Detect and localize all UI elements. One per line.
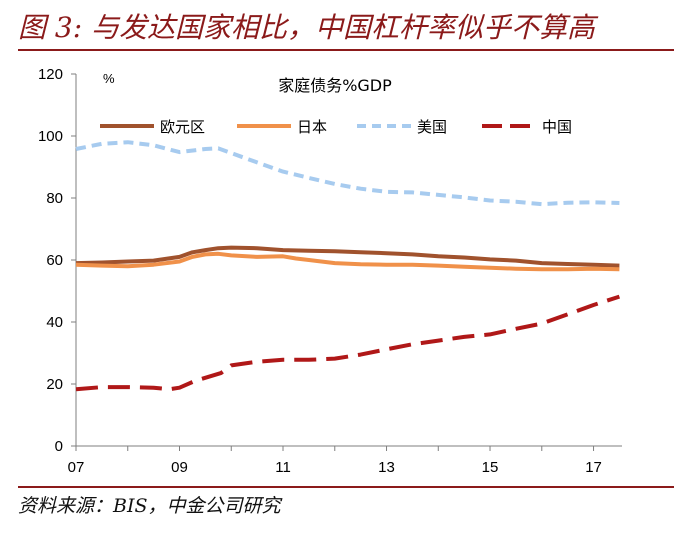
x-tick-label: 15 xyxy=(482,459,499,476)
series-line-4 xyxy=(75,294,621,392)
y-tick-label: 20 xyxy=(46,376,63,393)
figure-title: 图 3: 与发达国家相比，中国杠杆率似乎不算高 xyxy=(18,11,596,44)
chart-series xyxy=(75,140,621,392)
source-note: 资料来源：BIS，中金公司研究 xyxy=(18,495,281,517)
source-rule xyxy=(18,486,674,488)
y-tick-label: 100 xyxy=(38,128,63,145)
y-tick-label: 40 xyxy=(46,314,63,331)
x-tick-label: 11 xyxy=(275,459,291,476)
chart-legend: 欧元区 日本 美国 中国 xyxy=(100,118,572,136)
x-tick-label: 17 xyxy=(585,459,602,476)
line-chart: 0 20 40 60 80 100 120 07 09 11 13 15 17 家庭债务%GDP % 欧… xyxy=(38,66,622,476)
x-tick-label: 13 xyxy=(378,459,395,476)
series-line-2 xyxy=(75,251,620,272)
y-tick-label: 80 xyxy=(46,190,63,207)
series-line-3 xyxy=(75,140,620,207)
y-tick-label: 0 xyxy=(55,438,63,455)
chart-title: 家庭债务%GDP xyxy=(278,76,392,95)
y-tick-label: 60 xyxy=(46,252,63,269)
legend-label-3: 美国 xyxy=(417,118,447,136)
y-unit-label: % xyxy=(103,71,115,86)
series-line-1 xyxy=(75,245,620,268)
title-rule xyxy=(18,49,674,51)
legend-label-2: 日本 xyxy=(297,118,327,136)
legend-label-4: 中国 xyxy=(542,118,572,136)
x-tick-label: 07 xyxy=(68,459,85,476)
legend-label-1: 欧元区 xyxy=(160,118,205,136)
y-tick-label: 120 xyxy=(38,66,63,83)
chart-axes: 0 20 40 60 80 100 120 07 09 11 13 15 17 xyxy=(38,66,622,476)
x-tick-label: 09 xyxy=(171,459,188,476)
